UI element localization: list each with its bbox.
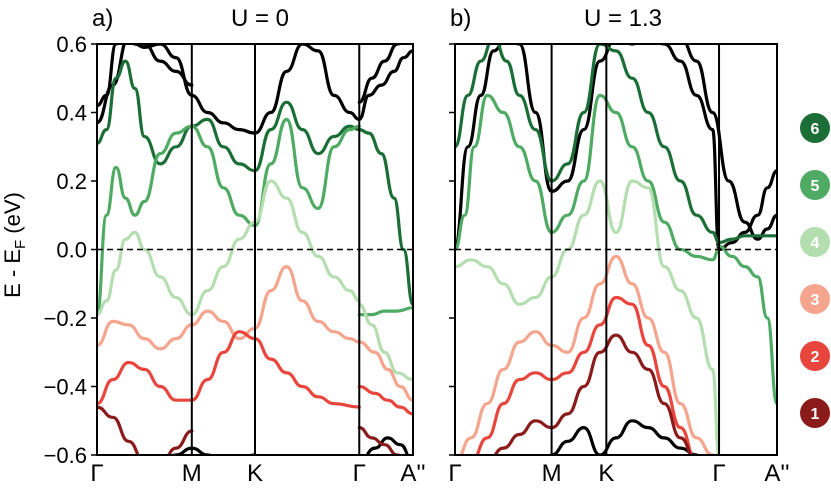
y-tick-label: 0.6: [56, 32, 87, 57]
band-5-line: [357, 306, 413, 317]
legend-label: 2: [811, 349, 820, 366]
band-0-line: [455, 44, 721, 252]
legend: 6 5 4 3 2 1: [800, 113, 830, 428]
legend-swatch: [800, 113, 830, 143]
panel-b: Γ M K Γ A'' b) U = 1.3: [448, 5, 789, 487]
band-6-line: [455, 44, 721, 245]
band-0-line: [170, 446, 257, 455]
y-tick-label: 0.4: [56, 101, 87, 126]
band-1-line: [97, 405, 194, 455]
panel-label: a): [92, 5, 113, 32]
legend-swatch: [800, 227, 830, 257]
x-tick-label: M: [182, 460, 202, 487]
legend-label: 1: [811, 406, 820, 423]
band-0-line: [550, 419, 699, 455]
legend-swatch: [800, 398, 830, 428]
band-1-line: [493, 333, 693, 455]
y-tick-label: 0.0: [56, 238, 87, 263]
y-axis-label: E - EF (eV): [0, 192, 29, 298]
band-6-line: [357, 128, 413, 306]
panel-title: U = 1.3: [584, 5, 662, 32]
x-tick-label: Γ: [353, 460, 366, 487]
x-tick-label: M: [542, 460, 562, 487]
panel-label: b): [450, 5, 471, 32]
band-0-line: [365, 436, 410, 455]
band-3-line: [459, 254, 716, 455]
legend-label: 5: [811, 178, 820, 195]
band-lines: [97, 44, 413, 455]
legend-label: 3: [811, 292, 820, 309]
band-lines: [455, 44, 777, 455]
x-tick-label: A'': [764, 460, 789, 487]
y-tick-label: −0.2: [44, 306, 87, 331]
band-5-line: [717, 244, 777, 406]
x-tick-label: Γ: [712, 460, 725, 487]
band-2-line: [357, 384, 413, 416]
x-tick-label: Γ: [448, 460, 461, 487]
band-0-line: [357, 49, 413, 121]
band-1-line: [357, 426, 404, 455]
y-tick-label: 0.2: [56, 169, 87, 194]
band-4-line: [455, 179, 721, 455]
panel-title: U = 0: [231, 5, 289, 32]
x-tick-label: K: [598, 460, 614, 487]
band-0-line: [357, 44, 404, 104]
x-tick-label: A'': [400, 460, 425, 487]
band-2-line: [475, 295, 693, 455]
y-tick-label: −0.4: [44, 375, 87, 400]
band-4-line: [357, 302, 413, 382]
band-6-line: [97, 59, 361, 173]
y-axis-label-unit: (eV): [0, 192, 25, 240]
panel-a: Γ M K Γ A'' −0.6 −0.4 −0.2 0.0 0.2 0.4 0.6a) U = 0: [44, 5, 426, 487]
legend-swatch: [800, 284, 830, 314]
plot-frame: [96, 43, 414, 456]
plot-frame: [454, 43, 778, 456]
y-tick-label: −0.6: [44, 443, 87, 468]
legend-label: 6: [811, 121, 820, 138]
band-0-line: [684, 44, 777, 241]
legend-label: 4: [811, 235, 820, 252]
legend-swatch: [800, 341, 830, 371]
band-3-line: [97, 265, 361, 351]
band-2-line: [97, 330, 361, 409]
x-tick-label: K: [247, 460, 263, 487]
band-0-line: [717, 169, 777, 252]
legend-swatch: [800, 170, 830, 200]
band-3-line: [357, 340, 413, 402]
x-tick-label: Γ: [90, 460, 103, 487]
y-axis-label-subscript: F: [12, 240, 29, 249]
band-4-line: [97, 179, 361, 317]
y-axis-label-main: E - E: [0, 249, 25, 298]
band-6-line: [717, 234, 777, 245]
band-5-line: [97, 117, 361, 317]
band-0-line: [97, 44, 361, 135]
